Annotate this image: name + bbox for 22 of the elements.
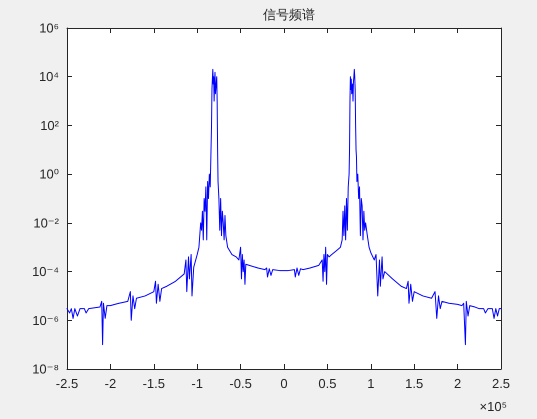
y-tick-label: 10⁻⁶: [32, 312, 59, 328]
chart-title: 信号频谱: [263, 7, 315, 22]
x-tick-label: 1.5: [405, 376, 424, 391]
text: ×10⁵: [480, 399, 508, 414]
x-tick-label: 2: [454, 376, 462, 391]
y-tick-label: 10⁻⁸: [32, 362, 59, 376]
x-tick-label: -1.5: [142, 376, 166, 391]
x-tick-label: 0: [280, 376, 288, 391]
x-tick-label: 0.5: [318, 376, 336, 391]
x-tick-label: -2: [104, 376, 116, 391]
line-series: [66, 68, 502, 346]
y-tick-label: 10⁻²: [33, 215, 60, 230]
y-tick-label: 10⁻⁴: [32, 264, 59, 280]
y-tick-label: 10⁰: [39, 166, 59, 182]
x-tick-label: -0.5: [229, 376, 252, 391]
x-tick-label: -1: [191, 376, 203, 391]
y-tick-label: 10⁴: [38, 69, 59, 84]
x-tick-label: -2.5: [56, 376, 78, 391]
x-tick-label: 1: [367, 376, 374, 391]
y-tick-label: 10²: [40, 118, 60, 133]
y-tick-label: 10⁶: [39, 20, 59, 36]
x-tick-label: 2.5: [492, 376, 510, 391]
